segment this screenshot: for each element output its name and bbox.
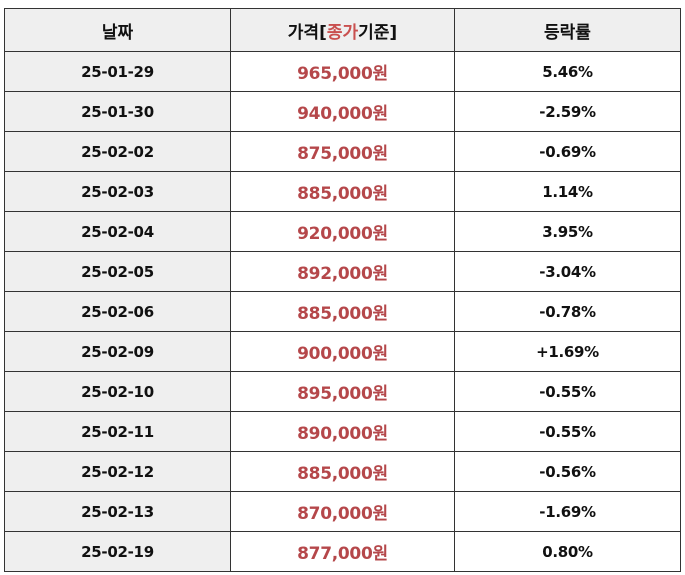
table-row: 25-02-03 885,000원 1.14%: [4, 171, 681, 212]
date-cell: 25-02-09: [4, 331, 231, 372]
date-cell: 25-02-03: [4, 171, 231, 212]
change-cell: -0.69%: [454, 131, 681, 172]
date-cell: 25-02-10: [4, 371, 231, 412]
table-row: 25-02-13 870,000원 -1.69%: [4, 491, 681, 532]
date-cell: 25-02-05: [4, 251, 231, 292]
price-cell: 885,000원: [230, 451, 455, 492]
price-table: 날짜 가격[종가기준] 등락률 25-01-29 965,000원 5.46% 25-…: [4, 8, 681, 572]
change-cell: 5.46%: [454, 51, 681, 92]
change-cell: -2.59%: [454, 91, 681, 132]
table-row: 25-01-30 940,000원 -2.59%: [4, 91, 681, 132]
price-cell: 900,000원: [230, 331, 455, 372]
table-row: 25-02-10 895,000원 -0.55%: [4, 371, 681, 412]
change-cell: -0.56%: [454, 451, 681, 492]
price-cell: 877,000원: [230, 531, 455, 572]
change-cell: 3.95%: [454, 211, 681, 252]
table-row: 25-02-04 920,000원 3.95%: [4, 211, 681, 252]
change-cell: -0.55%: [454, 371, 681, 412]
header-price-suffix: 기준]: [358, 22, 398, 43]
date-cell: 25-02-04: [4, 211, 231, 252]
change-cell: -0.78%: [454, 291, 681, 332]
price-cell: 940,000원: [230, 91, 455, 132]
header-price: 가격[종가기준]: [230, 8, 455, 52]
table-row: 25-02-11 890,000원 -0.55%: [4, 411, 681, 452]
change-cell: 0.80%: [454, 531, 681, 572]
date-cell: 25-02-11: [4, 411, 231, 452]
header-date: 날짜: [4, 8, 231, 52]
table-row: 25-02-09 900,000원 +1.69%: [4, 331, 681, 372]
change-cell: -3.04%: [454, 251, 681, 292]
price-cell: 870,000원: [230, 491, 455, 532]
change-cell: +1.69%: [454, 331, 681, 372]
date-cell: 25-02-12: [4, 451, 231, 492]
date-cell: 25-02-19: [4, 531, 231, 572]
date-cell: 25-02-13: [4, 491, 231, 532]
header-change: 등락률: [454, 8, 681, 52]
price-cell: 885,000원: [230, 291, 455, 332]
date-cell: 25-01-30: [4, 91, 231, 132]
table-row: 25-02-06 885,000원 -0.78%: [4, 291, 681, 332]
date-cell: 25-02-06: [4, 291, 231, 332]
price-cell: 885,000원: [230, 171, 455, 212]
date-cell: 25-01-29: [4, 51, 231, 92]
header-price-highlight: 종가: [326, 22, 359, 43]
change-cell: -1.69%: [454, 491, 681, 532]
price-cell: 875,000원: [230, 131, 455, 172]
table-row: 25-02-12 885,000원 -0.56%: [4, 451, 681, 492]
table-row: 25-02-05 892,000원 -3.04%: [4, 251, 681, 292]
header-price-prefix: 가격[: [287, 22, 327, 43]
table-header-row: 날짜 가격[종가기준] 등락률: [4, 8, 681, 52]
date-cell: 25-02-02: [4, 131, 231, 172]
table-row: 25-01-29 965,000원 5.46%: [4, 51, 681, 92]
change-cell: -0.55%: [454, 411, 681, 452]
price-cell: 965,000원: [230, 51, 455, 92]
table-row: 25-02-19 877,000원 0.80%: [4, 531, 681, 572]
price-cell: 895,000원: [230, 371, 455, 412]
price-cell: 920,000원: [230, 211, 455, 252]
table-row: 25-02-02 875,000원 -0.69%: [4, 131, 681, 172]
change-cell: 1.14%: [454, 171, 681, 212]
price-cell: 892,000원: [230, 251, 455, 292]
price-cell: 890,000원: [230, 411, 455, 452]
